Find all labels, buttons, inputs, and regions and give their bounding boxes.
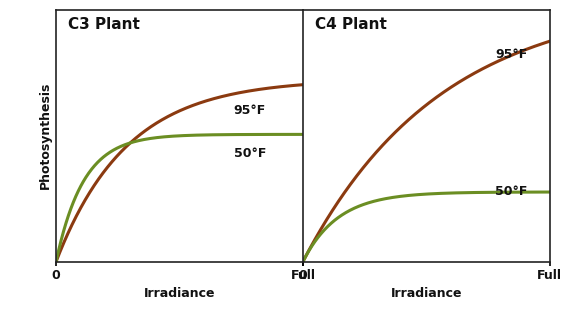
Text: 50°F: 50°F: [495, 184, 528, 197]
Text: C4 Plant: C4 Plant: [315, 17, 387, 32]
Text: 95°F: 95°F: [495, 48, 528, 62]
Text: 50°F: 50°F: [234, 147, 266, 160]
X-axis label: Irradiance: Irradiance: [390, 287, 462, 300]
X-axis label: Irradiance: Irradiance: [144, 287, 215, 300]
Text: 95°F: 95°F: [234, 104, 266, 117]
Y-axis label: Photosynthesis: Photosynthesis: [39, 82, 52, 189]
Text: C3 Plant: C3 Plant: [68, 17, 140, 32]
